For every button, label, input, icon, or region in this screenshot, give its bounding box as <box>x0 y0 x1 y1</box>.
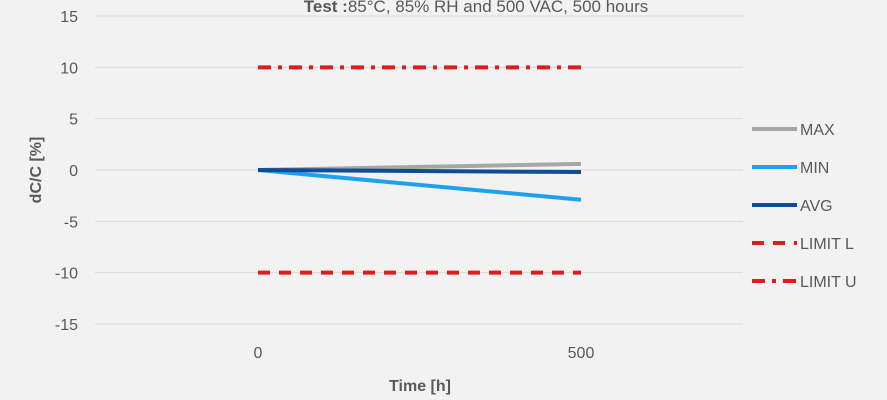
x-tick-label: 500 <box>568 345 595 362</box>
y-tick-label: -15 <box>55 317 78 334</box>
legend-label-avg: AVG <box>800 198 833 215</box>
chart-title-text: 85°C, 85% RH and 500 VAC, 500 hours <box>348 0 648 16</box>
x-tick-label: 0 <box>254 345 263 362</box>
axes: Test :85°C, 85% RH and 500 VAC, 500 hour… <box>28 0 648 395</box>
legend: MAX MIN AVG LIMIT L LIMIT U <box>752 122 857 291</box>
y-tick-label: 15 <box>60 9 78 26</box>
legend-label-limit-u: LIMIT U <box>800 274 857 291</box>
chart-title: Test :85°C, 85% RH and 500 VAC, 500 hour… <box>304 0 648 16</box>
gridlines <box>95 15 743 325</box>
chart-title-prefix: Test : <box>304 0 348 16</box>
x-axis-label: Time [h] <box>389 378 451 395</box>
y-tick-label: 10 <box>60 60 78 77</box>
y-tick-label: -10 <box>55 266 78 283</box>
series-line-avg <box>257 168 582 175</box>
plot-area <box>257 65 582 275</box>
y-axis-label: dC/C [%] <box>28 137 45 204</box>
y-tick-label: 0 <box>69 163 78 180</box>
y-tick-label: 5 <box>69 112 78 129</box>
legend-label-limit-l: LIMIT L <box>800 236 854 253</box>
series-line-min <box>257 168 582 202</box>
legend-label-max: MAX <box>800 122 835 139</box>
legend-label-min: MIN <box>800 160 829 177</box>
y-tick-label: -5 <box>64 214 78 231</box>
